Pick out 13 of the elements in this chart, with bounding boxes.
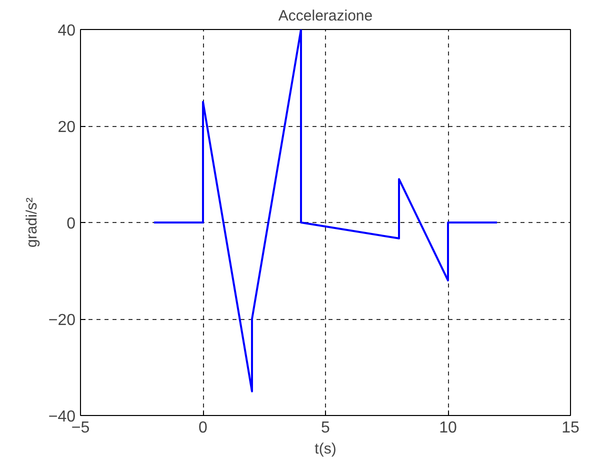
x-axis-title: t(s) [314,440,336,458]
chart-title: Accelerazione [278,8,373,24]
x-tick-label: 15 [562,420,580,436]
line-series [153,30,498,392]
x-tick-label: 5 [321,420,330,436]
y-tick-label: 20 [58,119,76,136]
y-axis-title: gradi/s² [23,197,40,248]
y-tick-label: −20 [48,312,76,329]
x-tick-label: 0 [198,420,208,436]
y-tick-label: 0 [66,216,76,232]
y-tick-label: −40 [48,408,76,426]
y-tick-label: 40 [58,22,76,40]
x-tick-label: 10 [439,420,457,436]
